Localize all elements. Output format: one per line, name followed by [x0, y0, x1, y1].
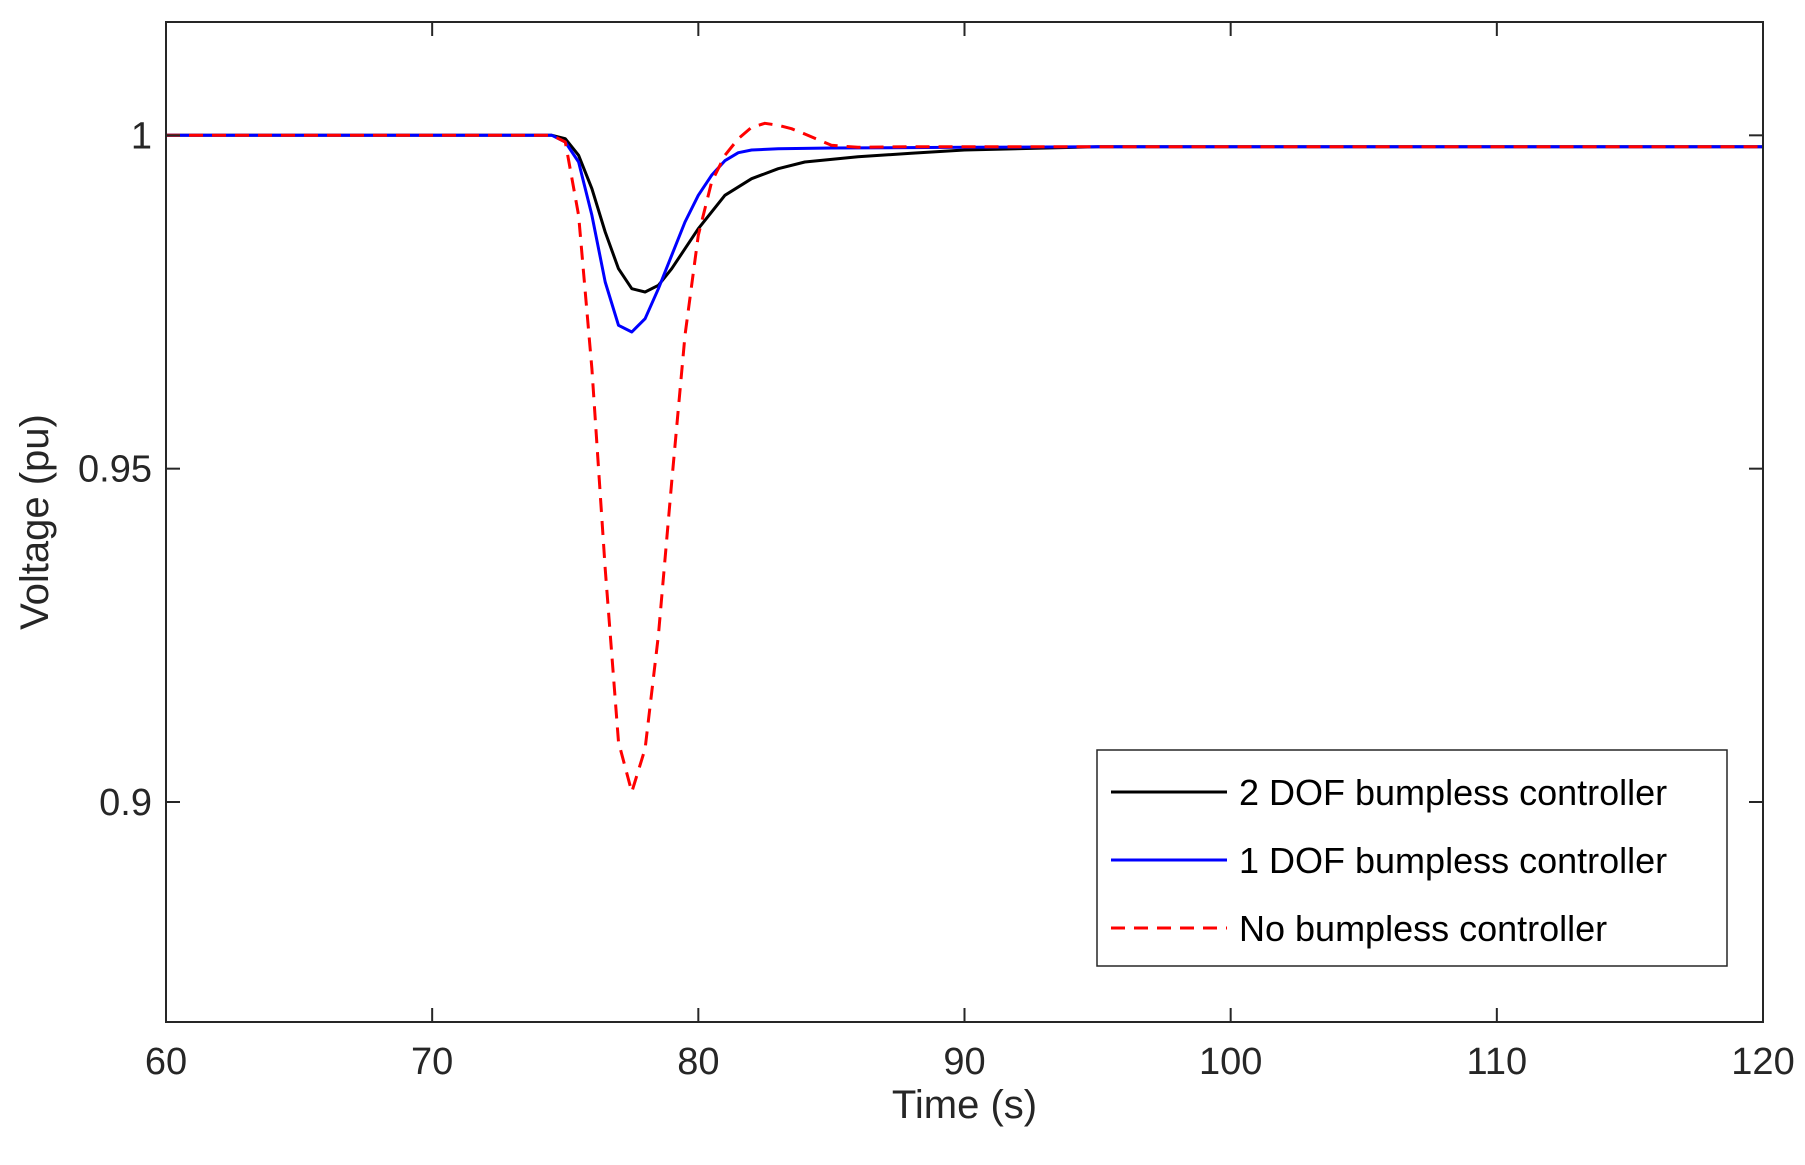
- legend-label-2dof: 2 DOF bumpless controller: [1239, 772, 1667, 813]
- y-tick-label: 1: [131, 115, 152, 157]
- x-tick-label: 60: [145, 1041, 187, 1083]
- x-axis-label: Time (s): [892, 1083, 1037, 1127]
- y-tick-label: 0.95: [78, 449, 152, 491]
- y-axis-label: Voltage (pu): [13, 414, 57, 630]
- x-tick-label: 80: [677, 1041, 719, 1083]
- plot-lines: [166, 121, 1763, 794]
- legend: 2 DOF bumpless controller 1 DOF bumpless…: [1096, 749, 1728, 967]
- legend-box: [1096, 749, 1728, 967]
- series-line-2dof: [166, 133, 1763, 294]
- x-tick-label: 110: [1467, 1041, 1528, 1083]
- y-tick-label: 0.9: [99, 782, 152, 824]
- x-axis-ticks: 60 70 80 90 100 110 120: [145, 22, 1795, 1083]
- x-tick-label: 120: [1731, 1041, 1794, 1083]
- legend-label-1dof: 1 DOF bumpless controller: [1239, 840, 1667, 881]
- series-line-no-bumpless: [166, 121, 1763, 794]
- x-tick-label: 90: [943, 1041, 985, 1083]
- y-axis-ticks: 0.9 0.95 1: [78, 115, 1763, 824]
- x-tick-label: 100: [1199, 1041, 1262, 1083]
- x-tick-label: 70: [411, 1041, 453, 1083]
- legend-label-no-bumpless: No bumpless controller: [1239, 908, 1607, 949]
